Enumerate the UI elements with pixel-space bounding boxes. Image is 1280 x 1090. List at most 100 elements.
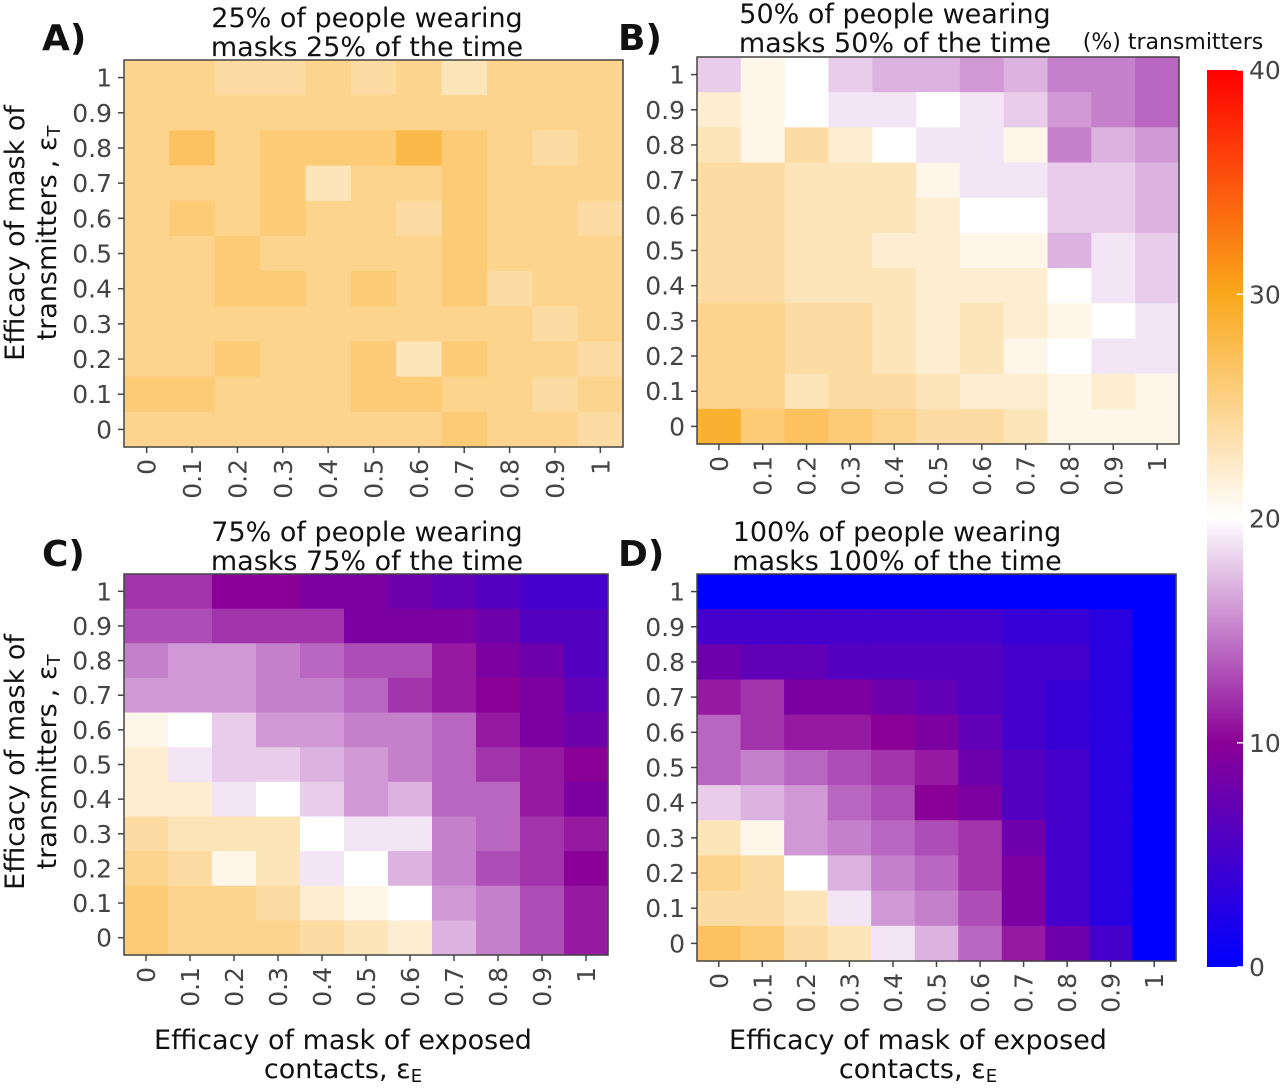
x-tick-label: 1 [572, 967, 601, 983]
heatmap-cell [486, 235, 533, 272]
heatmap-cell [828, 92, 873, 128]
heatmap-cell [828, 57, 873, 93]
heatmap-cell [1045, 609, 1090, 645]
heatmap-cell [959, 303, 1005, 340]
heatmap-cell [256, 643, 301, 679]
x-tick-label: 0.8 [1055, 456, 1084, 496]
heatmap-cell [256, 781, 301, 818]
heatmap-cell [305, 60, 352, 96]
panel-label: A) [42, 18, 86, 59]
heatmap-cell [1003, 408, 1049, 445]
heatmap-cell [432, 781, 477, 818]
heatmap-cell [697, 162, 742, 199]
heatmap-cell [1001, 749, 1046, 786]
x-tick-label: 0.2 [220, 967, 249, 1007]
x-tick-label: 0.4 [880, 456, 909, 496]
heatmap-cell [828, 373, 873, 410]
heatmap-cell [1132, 925, 1177, 962]
heatmap-cell [740, 92, 786, 128]
heatmap-cell [1135, 268, 1180, 304]
heatmap-cell [828, 232, 873, 269]
panel-title-line-1: 25% of people wearing [211, 3, 522, 34]
heatmap-cell [784, 609, 829, 645]
heatmap-cell [520, 712, 565, 748]
heatmap-cell [396, 271, 443, 307]
x-tick-label: 0.9 [528, 967, 557, 1007]
heatmap-cell [916, 373, 961, 410]
heatmap-cells [697, 57, 1180, 445]
heatmap-cell [486, 165, 533, 202]
heatmap-cell [697, 714, 742, 751]
heatmap-cell [914, 679, 959, 716]
heatmap-cell [872, 303, 917, 340]
heatmap-cell [958, 574, 1003, 610]
heatmap-cell [872, 232, 917, 269]
heatmap-cell [124, 851, 169, 887]
heatmap-cell [124, 200, 170, 237]
heatmap-cell [441, 200, 488, 237]
heatmap-cell [1001, 574, 1046, 610]
x-axis-title-right-line-2: contacts, εE [839, 1054, 997, 1085]
y-tick-label: 0 [669, 929, 685, 958]
heatmap-cell [124, 341, 170, 378]
heatmap-cell [441, 306, 488, 343]
heatmap-cell [784, 408, 830, 445]
heatmap-cell [914, 785, 959, 821]
heatmap-cell [1047, 162, 1092, 199]
heatmap-cell [828, 127, 873, 164]
heatmap-cell [532, 235, 579, 272]
heatmap-cell [532, 60, 579, 96]
heatmap-cell [784, 303, 830, 340]
heatmap-cell [396, 376, 443, 413]
heatmap-cell [520, 816, 565, 852]
heatmap-cell [784, 925, 829, 962]
heatmap-cell [396, 341, 443, 378]
heatmap-cell [212, 574, 257, 610]
heatmap-cell [212, 712, 257, 748]
heatmap-cell [212, 920, 257, 956]
heatmap-cell [1088, 644, 1134, 681]
x-tick-label: 1 [1143, 456, 1172, 472]
heatmap-cell [827, 925, 872, 962]
heatmap-cell [476, 920, 521, 956]
heatmap-cell [1045, 925, 1090, 962]
heatmap-cell [432, 885, 477, 921]
x-tick-label: 0.5 [360, 459, 389, 499]
heatmap-cell [396, 60, 443, 96]
y-tick-label: 0.3 [645, 824, 685, 853]
heatmap-cell [1135, 408, 1180, 445]
heatmap-cell [959, 232, 1005, 269]
heatmap-cell [305, 376, 352, 413]
x-tick-label: 0.8 [496, 459, 525, 499]
heatmap-cell [350, 306, 397, 343]
heatmap-cell [697, 232, 742, 269]
heatmap-cell [532, 341, 579, 378]
heatmap-cell [212, 885, 257, 921]
y-tick-label: 0.5 [645, 237, 685, 266]
heatmap-cell [1047, 373, 1092, 410]
heatmap-cell [564, 608, 609, 644]
y-tick-label: 0 [669, 412, 685, 441]
heatmap-cell [958, 679, 1003, 716]
heatmap-cell [828, 408, 873, 445]
heatmap-cell [124, 816, 169, 852]
colorbar-tick-label: 10 [1249, 729, 1280, 758]
heatmap-cell [1135, 197, 1180, 234]
heatmap-cell [532, 306, 579, 343]
heatmap-cell [577, 235, 624, 272]
heatmap-cell [827, 714, 872, 751]
heatmap-cell [1045, 890, 1090, 927]
heatmap-cell [1132, 679, 1177, 716]
x-tick-label: 1 [1140, 973, 1169, 989]
heatmap-cell [486, 376, 533, 413]
heatmap-cell [914, 925, 959, 962]
heatmap-cell [1091, 92, 1136, 128]
heatmap-cell [344, 677, 389, 714]
heatmap-cell [784, 679, 829, 716]
heatmap-cell [432, 747, 477, 783]
heatmap-cell [305, 306, 352, 343]
colorbar: (%) transmitters 40 30 20 10 0 [1083, 30, 1280, 982]
y-tick-label: 0.9 [72, 612, 112, 641]
heatmap-cell [916, 408, 961, 445]
x-tick-label: 0.3 [264, 967, 293, 1007]
